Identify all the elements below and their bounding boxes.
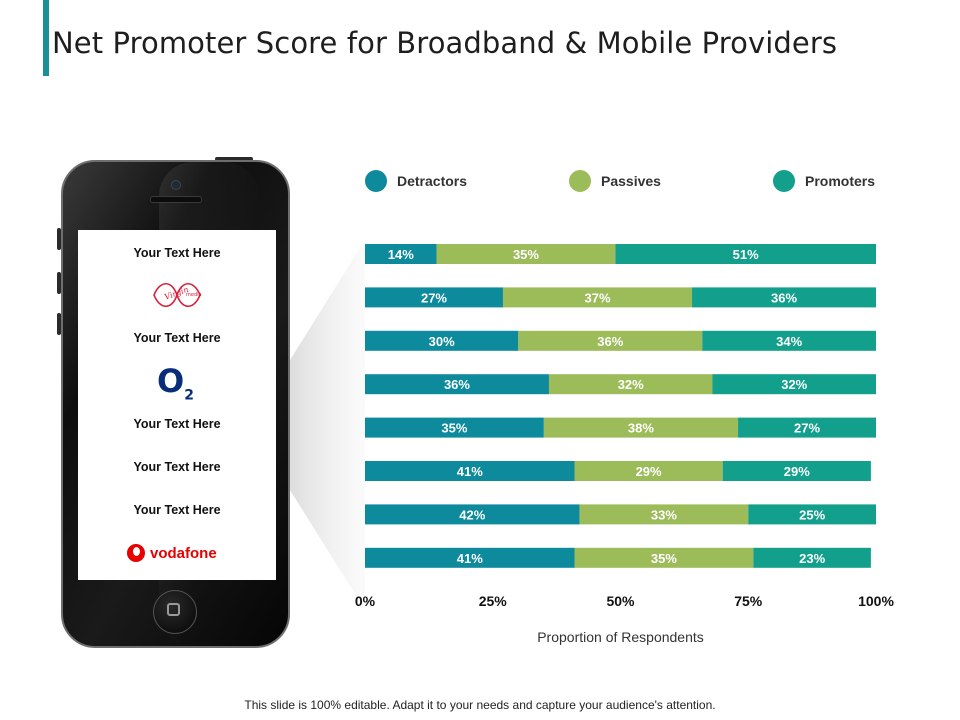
x-tick-label: 100% <box>858 593 894 609</box>
page-title: Net Promoter Score for Broadband & Mobil… <box>52 26 838 60</box>
home-square-icon <box>167 603 180 616</box>
bar-detractors-row-2 <box>365 287 503 308</box>
x-tick-label: 25% <box>479 593 508 609</box>
data-label-promoters-row-5: 27% <box>794 421 820 436</box>
phone-mute-switch <box>57 228 61 250</box>
data-label-promoters-row-8: 23% <box>799 551 825 566</box>
bar-promoters-row-1 <box>615 244 876 264</box>
data-label-promoters-row-4: 32% <box>781 377 807 392</box>
bar-passives-row-1 <box>436 244 616 264</box>
phone-projection-shadow <box>290 240 365 610</box>
phone-volume-up <box>57 272 61 294</box>
bar-promoters-row-2 <box>692 287 876 308</box>
bar-detractors-row-7 <box>365 504 580 525</box>
bar-detractors-row-8 <box>365 547 575 568</box>
data-label-detractors-row-2: 27% <box>421 290 447 305</box>
data-label-detractors-row-8: 41% <box>457 551 483 566</box>
bar-promoters-row-4 <box>712 374 876 395</box>
bar-passives-row-8 <box>574 547 754 568</box>
data-label-promoters-row-6: 29% <box>784 464 810 479</box>
bar-passives-row-2 <box>502 287 693 308</box>
vodafone-mark-icon <box>127 544 145 562</box>
phone-volume-down <box>57 313 61 335</box>
footer-note: This slide is 100% editable. Adapt it to… <box>244 698 716 712</box>
virgin-media-logo: Virgin media <box>153 282 202 308</box>
provider-text-2: Your Text Here <box>133 331 221 345</box>
data-label-promoters-row-7: 25% <box>799 507 825 522</box>
data-label-detractors-row-3: 30% <box>429 334 455 349</box>
bar-promoters-row-3 <box>702 330 876 351</box>
legend-detractors: Detractors <box>365 170 467 192</box>
bar-promoters-row-5 <box>738 417 876 438</box>
bar-promoters-row-6 <box>722 461 871 481</box>
bar-detractors-row-4 <box>365 374 549 395</box>
title-accent-bar <box>43 0 49 76</box>
svg-text:media: media <box>186 292 202 298</box>
data-label-detractors-row-6: 41% <box>457 464 483 479</box>
phone-speaker <box>150 196 202 203</box>
x-tick-label: 0% <box>355 593 376 609</box>
bar-detractors-row-1 <box>365 244 437 264</box>
legend-dot-detractors <box>365 170 387 192</box>
provider-text-4: Your Text Here <box>133 460 221 474</box>
bar-passives-row-6 <box>574 461 723 481</box>
provider-text-1: Your Text Here <box>133 246 221 260</box>
x-tick-label: 75% <box>734 593 763 609</box>
data-label-detractors-row-1: 14% <box>388 247 414 262</box>
phone-camera <box>171 180 181 190</box>
phone-power-button <box>215 157 253 161</box>
legend-promoters: Promoters <box>773 170 875 192</box>
data-label-promoters-row-1: 51% <box>733 247 759 262</box>
bar-detractors-row-5 <box>365 417 544 438</box>
data-label-passives-row-2: 37% <box>584 290 610 305</box>
bar-promoters-row-8 <box>753 547 871 568</box>
bar-passives-row-5 <box>543 417 739 438</box>
bar-passives-row-4 <box>548 374 713 395</box>
x-tick-label: 50% <box>606 593 635 609</box>
legend-label-detractors: Detractors <box>397 173 468 189</box>
legend-dot-promoters <box>773 170 795 192</box>
legend-label-promoters: Promoters <box>805 173 876 189</box>
provider-text-5: Your Text Here <box>133 503 221 517</box>
legend-dot-passives <box>569 170 591 192</box>
bar-detractors-row-3 <box>365 330 519 351</box>
data-label-passives-row-5: 38% <box>628 421 654 436</box>
data-label-passives-row-4: 32% <box>618 377 644 392</box>
o2-logo: O2 <box>157 362 194 404</box>
phone-screen <box>78 230 276 580</box>
provider-text-3: Your Text Here <box>133 417 221 431</box>
x-axis-title: Proportion of Respondents <box>537 629 704 645</box>
phone-home-button <box>153 590 197 634</box>
data-label-detractors-row-4: 36% <box>444 377 470 392</box>
bar-passives-row-7 <box>579 504 749 525</box>
data-label-promoters-row-3: 34% <box>776 334 802 349</box>
data-label-passives-row-8: 35% <box>651 551 677 566</box>
vodafone-logo: vodafone <box>127 543 217 563</box>
legend-passives: Passives <box>569 170 661 192</box>
data-label-detractors-row-7: 42% <box>459 507 485 522</box>
bar-promoters-row-7 <box>748 504 876 525</box>
bar-passives-row-3 <box>518 330 703 351</box>
data-label-promoters-row-2: 36% <box>771 290 797 305</box>
legend-label-passives: Passives <box>601 173 661 189</box>
data-label-passives-row-7: 33% <box>651 507 677 522</box>
data-label-passives-row-1: 35% <box>513 247 539 262</box>
data-label-detractors-row-5: 35% <box>441 421 467 436</box>
bar-detractors-row-6 <box>365 461 575 481</box>
data-label-passives-row-3: 36% <box>597 334 623 349</box>
data-label-passives-row-6: 29% <box>636 464 662 479</box>
